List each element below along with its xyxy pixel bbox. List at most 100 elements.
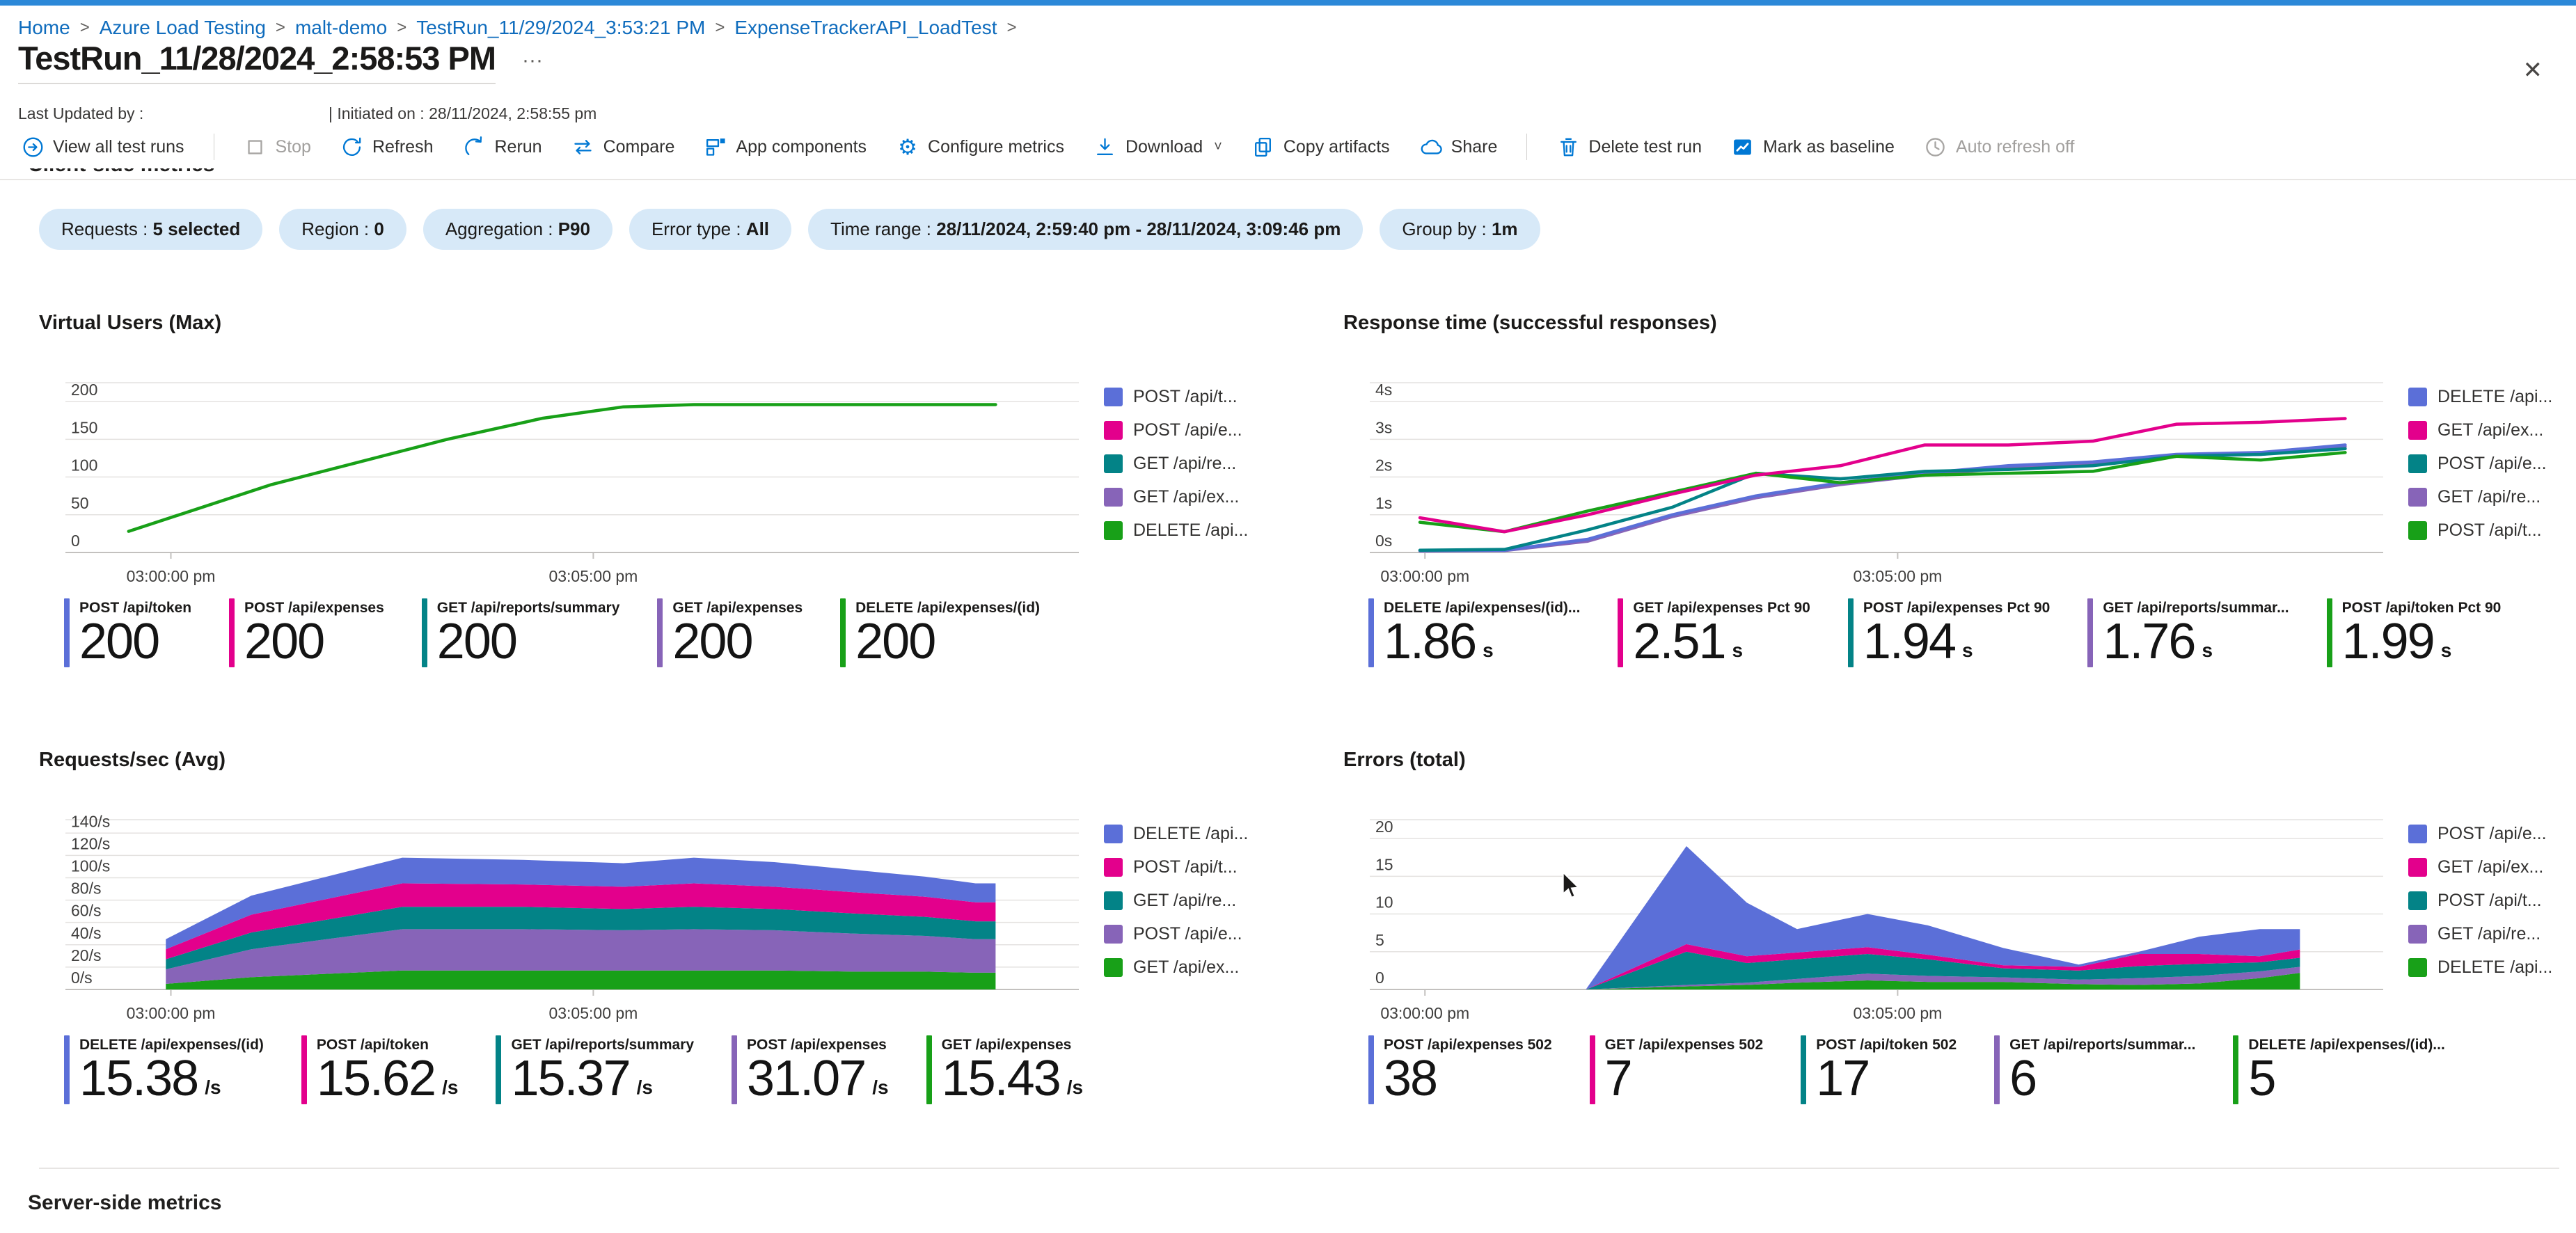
legend-item[interactable]: GET /api/ex... [2408, 420, 2574, 440]
chart-legend: DELETE /api... POST /api/t... GET /api/re.… [1104, 811, 1270, 991]
toolbar-app-components-button[interactable]: App components [704, 135, 867, 159]
toolbar-item-label: App components [736, 136, 867, 157]
metric-card: GET /api/expenses 15.43/s [926, 1035, 1083, 1105]
metric-value: 15.38/s [79, 1051, 221, 1106]
refresh-icon [340, 135, 364, 159]
metric-color-bar [2326, 598, 2332, 668]
legend-swatch [1104, 825, 1123, 843]
toolbar-stop-button[interactable]: Stop [244, 135, 311, 159]
legend-item[interactable]: GET /api/ex... [1104, 487, 1270, 507]
chart-legend: POST /api/t... POST /api/e... GET /api/re.… [1104, 374, 1270, 554]
svg-text:15: 15 [1375, 855, 1393, 873]
filter-pill-group-by[interactable]: Group by : 1m [1380, 209, 1540, 250]
legend-item[interactable]: DELETE /api... [2408, 387, 2574, 407]
legend-swatch [2408, 454, 2427, 473]
legend-item[interactable]: POST /api/e... [2408, 824, 2574, 844]
legend-item[interactable]: DELETE /api... [1104, 824, 1270, 844]
filter-pill-requests[interactable]: Requests : 5 selected [39, 209, 263, 250]
breadcrumb-link[interactable]: ExpenseTrackerAPI_LoadTest [734, 17, 997, 38]
last-updated-label: Last Updated by : [18, 104, 144, 122]
filter-pill-label: Group by : [1402, 218, 1492, 239]
svg-text:100/s: 100/s [71, 857, 110, 875]
toolbar-auto-refresh-off-button[interactable]: Auto refresh off [1924, 135, 2074, 159]
toolbar-refresh-button[interactable]: Refresh [340, 135, 434, 159]
legend-label: POST /api/e... [1133, 420, 1242, 440]
metric-color-bar [2087, 598, 2094, 668]
toolbar-configure-metrics-button[interactable]: ⚙ Configure metrics [896, 135, 1064, 159]
toolbar-compare-button[interactable]: Compare [571, 135, 674, 159]
breadcrumb-link[interactable]: Azure Load Testing [99, 17, 266, 38]
legend-item[interactable]: GET /api/re... [1104, 891, 1270, 911]
metric-value: 7 [1604, 1051, 1633, 1106]
legend-item[interactable]: DELETE /api... [1104, 520, 1270, 541]
baseline-icon [1731, 135, 1755, 159]
more-options-button[interactable]: ··· [521, 49, 543, 72]
metric-card: GET /api/reports/summary 15.37/s [496, 1035, 694, 1105]
breadcrumb-link[interactable]: TestRun_11/29/2024_3:53:21 PM [416, 17, 706, 38]
chart-plot: 0/s 20/s 40/s 60/s 80/s 100/s 120/s 140/s 03:00:… [65, 812, 1079, 1022]
svg-text:03:05:00 pm: 03:05:00 pm [548, 567, 638, 585]
filter-pill-label: Error type : [651, 218, 746, 239]
filter-pill-error-type[interactable]: Error type : All [629, 209, 792, 250]
copy-icon [1251, 135, 1275, 159]
legend-item[interactable]: POST /api/t... [1104, 857, 1270, 877]
toolbar-view-all-test-runs-button[interactable]: View all test runs [21, 135, 184, 159]
close-icon[interactable]: ✕ [2519, 56, 2547, 85]
metric-card: DELETE /api/expenses/(id) 15.38/s [64, 1035, 264, 1106]
legend-label: GET /api/re... [1133, 891, 1237, 910]
filter-pill-region[interactable]: Region : 0 [279, 209, 406, 250]
chart-title: Errors (total) [1343, 749, 1466, 771]
toolbar-copy-artifacts-button[interactable]: Copy artifacts [1251, 135, 1390, 159]
svg-text:120/s: 120/s [71, 834, 110, 852]
filter-pill-time-range[interactable]: Time range : 28/11/2024, 2:59:40 pm - 28… [808, 209, 1364, 250]
toolbar-rerun-button[interactable]: Rerun [463, 135, 542, 159]
metric-unit: /s [442, 1076, 459, 1098]
legend-item[interactable]: POST /api/e... [1104, 924, 1270, 944]
toolbar-item-label: Share [1451, 136, 1498, 157]
legend-item[interactable]: POST /api/t... [1104, 387, 1270, 407]
svg-text:03:05:00 pm: 03:05:00 pm [548, 1004, 638, 1022]
metric-card: POST /api/expenses 31.07/s [732, 1035, 889, 1105]
metric-unit: s [1483, 639, 1494, 661]
metric-unit: s [2202, 639, 2213, 661]
metric-value: 38 [1384, 1051, 1438, 1106]
chart-virtual-users: Virtual Users (Max) 0 50 100 150 200 03:00:00… [39, 312, 1278, 669]
legend-item[interactable]: POST /api/t... [2408, 520, 2574, 541]
mouse-cursor [1562, 871, 1580, 899]
legend-item[interactable]: POST /api/e... [1104, 420, 1270, 440]
svg-text:10: 10 [1375, 893, 1393, 912]
legend-item[interactable]: GET /api/re... [1104, 454, 1270, 474]
toolbar-download-button[interactable]: Download ˅ [1093, 135, 1222, 159]
filter-pill-aggregation[interactable]: Aggregation : P90 [422, 209, 613, 250]
legend-item[interactable]: DELETE /api... [2408, 957, 2574, 978]
breadcrumb-link[interactable]: Home [18, 17, 70, 38]
metric-color-bar [64, 1035, 70, 1105]
legend-label: POST /api/t... [1133, 857, 1238, 877]
metric-color-bar [496, 1035, 502, 1105]
breadcrumb-link[interactable]: malt-demo [294, 17, 388, 38]
toolbar-delete-test-run-button[interactable]: Delete test run [1556, 135, 1702, 159]
rerun-icon [463, 135, 487, 159]
filter-pill-label: Aggregation : [445, 218, 558, 239]
breadcrumb-separator-icon: > [1006, 18, 1017, 37]
metric-color-bar [1801, 1035, 1807, 1105]
legend-item[interactable]: POST /api/e... [2408, 454, 2574, 474]
legend-swatch [1104, 454, 1123, 473]
legend-swatch [2408, 825, 2427, 843]
portal-top-stripe [0, 0, 2576, 6]
toolbar-mark-as-baseline-button[interactable]: Mark as baseline [1731, 135, 1895, 159]
svg-text:03:05:00 pm: 03:05:00 pm [1853, 1004, 1942, 1022]
legend-item[interactable]: GET /api/re... [2408, 924, 2574, 944]
svg-text:50: 50 [71, 494, 89, 512]
page-title: TestRun_11/28/2024_2:58:53 PM [18, 39, 496, 84]
legend-item[interactable]: GET /api/ex... [1104, 957, 1270, 978]
chart-response-time: Response time (successful responses) 0s 1… [1343, 312, 2576, 668]
svg-text:40/s: 40/s [71, 924, 101, 942]
metric-card: POST /api/token 502 17 [1801, 1035, 1957, 1105]
chart-plot: 0s 1s 2s 3s 4s 03:00:00 pm 03:05:00 pm [1370, 381, 2383, 585]
metric-value: 200 [79, 614, 160, 669]
legend-item[interactable]: GET /api/ex... [2408, 857, 2574, 877]
legend-item[interactable]: POST /api/t... [2408, 891, 2574, 911]
toolbar-share-button[interactable]: Share [1419, 135, 1498, 159]
legend-item[interactable]: GET /api/re... [2408, 487, 2574, 507]
